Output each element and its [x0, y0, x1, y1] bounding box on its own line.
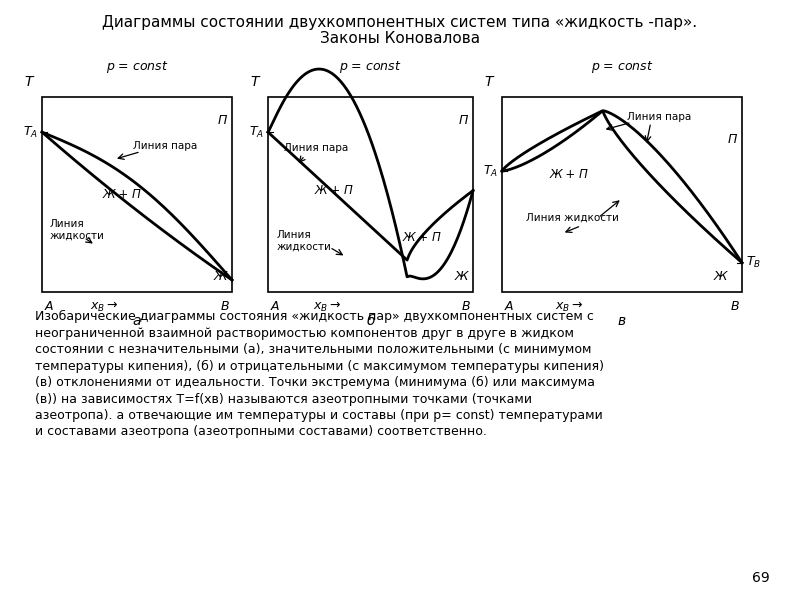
Text: Линия пара: Линия пара [627, 112, 691, 121]
Text: $x_B \rightarrow$: $x_B \rightarrow$ [555, 300, 583, 314]
Text: (в)) на зависимостях Т=f(xв) называются азеотропными точками (точками: (в)) на зависимостях Т=f(xв) называются … [35, 392, 532, 406]
Text: 69: 69 [752, 571, 770, 585]
Text: б: б [366, 314, 374, 328]
Text: $T$: $T$ [24, 75, 36, 89]
Text: Линия пара: Линия пара [133, 141, 198, 151]
Text: B: B [462, 300, 470, 313]
Text: в: в [618, 314, 626, 328]
Text: Линия жидкости: Линия жидкости [526, 213, 619, 223]
Text: П: П [218, 114, 227, 127]
Text: температуры кипения), (б) и отрицательными (с максимумом температуры кипения): температуры кипения), (б) и отрицательны… [35, 359, 604, 373]
Text: Линия пара: Линия пара [285, 143, 349, 152]
Text: Ж: Ж [454, 270, 468, 283]
Text: $p$ = const: $p$ = const [590, 59, 654, 75]
Text: $T_A$: $T_A$ [483, 164, 498, 179]
Text: A: A [271, 300, 279, 313]
Text: Изобарические диаграммы состояния «жидкость пар» двухкомпонентных систем с: Изобарические диаграммы состояния «жидко… [35, 310, 594, 323]
Text: B: B [220, 300, 229, 313]
Text: $T$: $T$ [484, 75, 496, 89]
Text: азеотропа). а отвечающие им температуры и составы (при р= const) температурами: азеотропа). а отвечающие им температуры … [35, 409, 602, 422]
Text: $p$ = const: $p$ = const [339, 59, 402, 75]
Text: $T_A$: $T_A$ [249, 125, 264, 140]
Text: Законы Коновалова: Законы Коновалова [320, 31, 480, 46]
Text: Ж + П: Ж + П [102, 188, 142, 201]
Text: состоянии с незначительными (а), значительными положительными (с минимумом: состоянии с незначительными (а), значите… [35, 343, 591, 356]
Text: $x_B \rightarrow$: $x_B \rightarrow$ [90, 300, 118, 314]
Text: Линия
жидкости: Линия жидкости [50, 219, 105, 241]
Text: $T$: $T$ [250, 75, 262, 89]
Text: Диаграммы состоянии двухкомпонентных систем типа «жидкость -пар».: Диаграммы состоянии двухкомпонентных сис… [102, 15, 698, 30]
Text: и составами азеотропа (азеотропными составами) соответственно.: и составами азеотропа (азеотропными сост… [35, 425, 487, 439]
Text: $T_A$: $T_A$ [23, 125, 38, 140]
Text: A: A [505, 300, 514, 313]
Bar [42, 97, 232, 292]
Text: Линия
жидкости: Линия жидкости [276, 230, 331, 252]
Text: $p$ = const: $p$ = const [106, 59, 168, 75]
Text: B: B [730, 300, 739, 313]
Text: Ж + П: Ж + П [550, 169, 589, 181]
Text: неограниченной взаимной растворимостью компонентов друг в друге в жидком: неограниченной взаимной растворимостью к… [35, 326, 574, 340]
Text: П: П [458, 114, 468, 127]
Text: Ж: Ж [214, 270, 227, 283]
Text: $x_B \rightarrow$: $x_B \rightarrow$ [313, 300, 342, 314]
Text: $T_B$: $T_B$ [746, 255, 761, 270]
Text: A: A [45, 300, 54, 313]
Bar [502, 97, 742, 292]
Bar [268, 97, 473, 292]
Text: Ж: Ж [714, 270, 727, 283]
Text: (в) отклонениями от идеальности. Точки экстремума (минимума (б) или максимума: (в) отклонениями от идеальности. Точки э… [35, 376, 595, 389]
Text: а: а [133, 314, 142, 328]
Text: Ж + П: Ж + П [314, 184, 353, 197]
Text: П: П [728, 133, 737, 146]
Text: Ж + П: Ж + П [402, 231, 441, 244]
